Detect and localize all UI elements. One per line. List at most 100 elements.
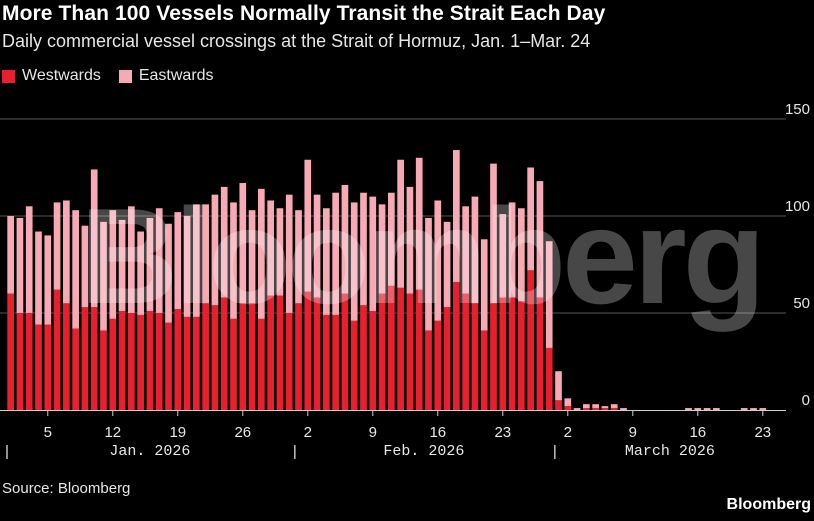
bar-eastwards (313, 194, 321, 298)
bar-westwards (378, 293, 386, 410)
bar-westwards (35, 324, 42, 410)
bar-eastwards (295, 210, 302, 304)
bar-westwards (25, 313, 33, 410)
bar-eastwards (267, 200, 274, 296)
bar-westwards (53, 289, 61, 410)
bar-eastwards (90, 169, 98, 308)
bar-westwards (555, 400, 562, 410)
bar-westwards (304, 291, 312, 410)
bar-westwards (453, 281, 460, 410)
bar-westwards (183, 316, 191, 410)
bar-eastwards (573, 408, 581, 410)
bar-westwards (7, 293, 14, 410)
bar-eastwards (323, 208, 330, 315)
bar-eastwards (490, 163, 497, 304)
bar-eastwards (694, 408, 702, 410)
bar-eastwards (174, 212, 182, 310)
bar-westwards (285, 313, 293, 410)
bar-eastwards (183, 216, 191, 317)
bar-westwards (267, 295, 274, 410)
bar-eastwards (685, 408, 692, 410)
bar-westwards (155, 313, 163, 410)
source-note: Source: Bloomberg (2, 480, 131, 497)
bar-eastwards (35, 231, 42, 325)
bar-westwards (406, 293, 414, 410)
bar-eastwards (555, 371, 562, 401)
bar-eastwards (508, 202, 516, 298)
legend-item-eastwards: Eastwards (118, 67, 214, 85)
bar-eastwards (564, 398, 572, 407)
bar-westwards (480, 330, 488, 410)
x-tick-label: 23 (754, 424, 771, 441)
bar-eastwards (230, 202, 237, 319)
bar-westwards (545, 347, 553, 410)
bar-eastwards (397, 159, 404, 288)
chart-title: More Than 100 Vessels Normally Transit t… (2, 2, 606, 25)
bar-eastwards (72, 210, 79, 329)
bar-westwards (239, 303, 247, 410)
bar-eastwards (350, 202, 358, 321)
bar-westwards (16, 313, 24, 410)
bar-eastwards (415, 157, 423, 290)
bar-eastwards (425, 217, 432, 331)
bar-eastwards (155, 208, 163, 313)
x-tick-label: 2 (564, 424, 572, 441)
bar-westwards (313, 297, 321, 410)
x-tick-label: 2 (304, 424, 312, 441)
bar-westwards (397, 287, 404, 410)
bar-eastwards (610, 404, 618, 409)
bar-westwards (508, 297, 516, 410)
bar-eastwards (7, 216, 14, 294)
bar-westwards (174, 309, 182, 410)
bar-westwards (100, 330, 107, 410)
bar-eastwards (499, 214, 507, 298)
bar-westwards (583, 408, 590, 410)
bar-westwards (350, 320, 358, 410)
x-tick-label: 9 (369, 424, 377, 441)
bar-westwards (341, 293, 349, 410)
bar-eastwards (220, 186, 228, 298)
bar-eastwards (137, 231, 144, 315)
bar-westwards (72, 328, 79, 410)
bar-eastwards (165, 223, 172, 323)
bar-westwards (462, 293, 469, 410)
bar-westwards (434, 320, 442, 410)
bar-eastwards (16, 217, 24, 313)
x-tick-label: 9 (629, 424, 637, 441)
x-tick-label: 26 (234, 424, 251, 441)
bar-eastwards (518, 208, 525, 302)
bar-eastwards (332, 192, 339, 315)
legend-swatch-westwards (2, 69, 15, 83)
bar-eastwards (378, 204, 386, 294)
bar-eastwards (713, 408, 720, 410)
bar-eastwards (740, 408, 748, 410)
bar-eastwards (193, 204, 200, 317)
bar-westwards (248, 303, 256, 410)
bar-eastwards (620, 408, 627, 410)
bar-eastwards (304, 159, 312, 292)
month-label: Jan. 2026 (109, 443, 190, 460)
bar-eastwards (211, 194, 219, 306)
bar-westwards (220, 297, 228, 410)
bar-eastwards (100, 221, 107, 331)
month-separator: | (2, 444, 11, 461)
bar-westwards (490, 303, 497, 410)
legend-label-eastwards: Eastwards (138, 67, 214, 84)
bar-eastwards (703, 408, 711, 410)
bar-westwards (63, 303, 70, 410)
bar-westwards (258, 318, 265, 410)
bar-eastwards (109, 210, 117, 319)
bar-eastwards (360, 192, 367, 306)
bar-eastwards (118, 219, 126, 312)
bar-eastwards (53, 202, 61, 290)
bar-eastwards (285, 194, 293, 313)
bar-eastwards (63, 200, 70, 304)
bar-eastwards (480, 239, 488, 331)
bar-eastwards (202, 204, 209, 304)
bar-westwards (137, 314, 144, 410)
bar-eastwards (443, 221, 451, 308)
bar-westwards (360, 305, 367, 410)
bar-westwards (146, 311, 154, 410)
bar-westwards (388, 285, 395, 410)
